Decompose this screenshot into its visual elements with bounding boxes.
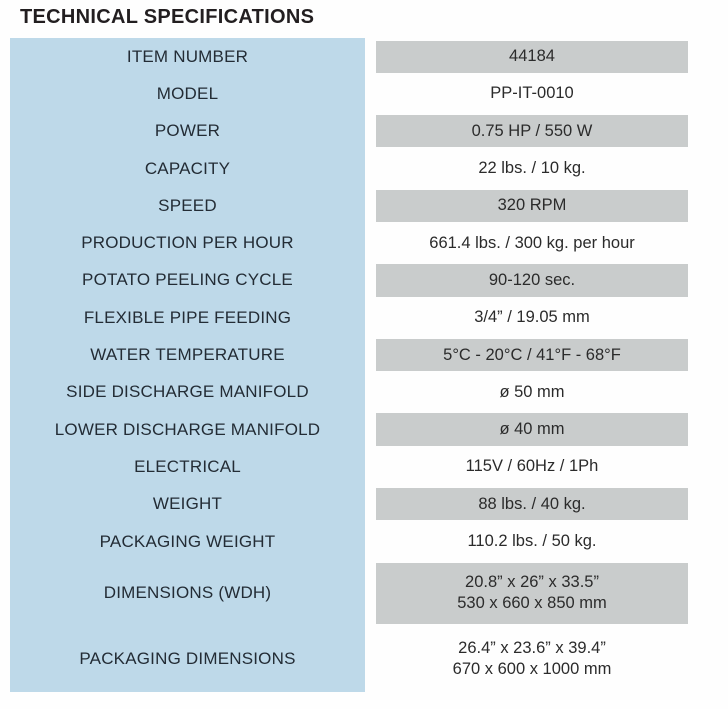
spec-row: SIDE DISCHARGE MANIFOLD ø 50 mm [10,373,688,411]
spec-label: WEIGHT [10,485,365,523]
spec-value: ø 40 mm [376,411,688,448]
spec-row: ITEM NUMBER 44184 [10,38,688,76]
spec-label: WATER TEMPERATURE [10,336,365,374]
spec-value-line: 90-120 sec. [488,270,576,289]
spec-value-text: PP-IT-0010 [376,78,688,110]
spec-label: ELECTRICAL [10,448,365,486]
spec-row: WATER TEMPERATURE 5°C - 20°C / 41°F - 68°… [10,336,688,374]
spec-label: PACKAGING WEIGHT [10,522,365,561]
spec-value-text: 320 RPM [376,189,688,222]
spec-value-text: 115V / 60Hz / 1Ph [376,451,688,483]
spec-value: 110.2 lbs. / 50 kg. [376,523,688,560]
spec-value: 90-120 sec. [376,262,688,299]
spec-value-text: 90-120 sec. [376,264,688,297]
spec-value: 44184 [376,38,688,75]
spec-value-text: 26.4” x 23.6” x 39.4” 670 x 600 x 1000 mm [376,629,688,690]
spec-value-text: 3/4” / 19.05 mm [376,302,688,334]
spec-row: CAPACITY 22 lbs. / 10 kg. [10,149,688,188]
spec-table: ITEM NUMBER 44184 MODEL PP-IT-0010 POWER 0.75… [10,38,688,693]
spec-value-line: 320 RPM [497,196,567,215]
spec-value-text: 22 lbs. / 10 kg. [376,152,688,184]
spec-row: WEIGHT 88 lbs. / 40 kg. [10,485,688,523]
spec-row: PACKAGING WEIGHT 110.2 lbs. / 50 kg. [10,522,688,561]
spec-label: FLEXIBLE PIPE FEEDING [10,299,365,337]
spec-label: CAPACITY [10,149,365,188]
spec-value-line: 5°C - 20°C / 41°F - 68°F [443,345,621,364]
spec-value: 320 RPM [376,187,688,224]
spec-value-line: 670 x 600 x 1000 mm [452,660,612,679]
spec-value-text: 661.4 lbs. / 300 kg. per hour [376,227,688,259]
spec-value-line: ø 40 mm [499,420,565,439]
spec-label: LOWER DISCHARGE MANIFOLD [10,410,365,449]
spec-value: PP-IT-0010 [376,75,688,112]
spec-value-line: 0.75 HP / 550 W [471,121,593,140]
spec-value-line: PP-IT-0010 [490,84,574,103]
spec-value-line: 20.8” x 26” x 33.5” [465,573,599,592]
spec-value-line: 115V / 60Hz / 1Ph [465,457,599,476]
spec-row: PRODUCTION PER HOUR 661.4 lbs. / 300 kg. … [10,224,688,262]
spec-row: DIMENSIONS (WDH) 20.8” x 26” x 33.5” 530 x… [10,560,688,627]
spec-value: 88 lbs. / 40 kg. [376,486,688,523]
spec-row: POWER 0.75 HP / 550 W [10,112,688,150]
spec-value-text: 0.75 HP / 550 W [376,115,688,148]
page-title: TECHNICAL SPECIFICATIONS [20,6,315,28]
spec-label: SIDE DISCHARGE MANIFOLD [10,373,365,411]
spec-value: 5°C - 20°C / 41°F - 68°F [376,336,688,373]
spec-value: ø 50 mm [376,374,688,411]
spec-row: POTATO PEELING CYCLE 90-120 sec. [10,261,688,300]
spec-value-line: 661.4 lbs. / 300 kg. per hour [429,233,635,252]
spec-value-line: 530 x 660 x 850 mm [457,594,607,613]
spec-value: 0.75 HP / 550 W [376,113,688,150]
spec-value-line: 3/4” / 19.05 mm [474,308,590,327]
spec-value-text: ø 50 mm [376,376,688,408]
spec-row: MODEL PP-IT-0010 [10,75,688,113]
spec-label: SPEED [10,187,365,225]
spec-value-line: 88 lbs. / 40 kg. [478,494,586,513]
spec-label: PRODUCTION PER HOUR [10,224,365,262]
spec-value-line: 44184 [509,47,555,66]
spec-value-text: 44184 [376,40,688,73]
spec-row: PACKAGING DIMENSIONS 26.4” x 23.6” x 39.4… [10,626,688,693]
spec-label: PACKAGING DIMENSIONS [10,626,365,693]
spec-value: 22 lbs. / 10 kg. [376,150,688,187]
spec-value: 26.4” x 23.6” x 39.4” 670 x 600 x 1000 mm [376,626,688,692]
spec-row: ELECTRICAL 115V / 60Hz / 1Ph [10,448,688,486]
spec-value-line: ø 50 mm [499,382,565,401]
spec-label: POWER [10,112,365,150]
spec-label: POTATO PEELING CYCLE [10,261,365,300]
spec-row: LOWER DISCHARGE MANIFOLD ø 40 mm [10,410,688,449]
spec-value: 3/4” / 19.05 mm [376,299,688,336]
spec-value-text: 110.2 lbs. / 50 kg. [376,525,688,557]
spec-row: SPEED 320 RPM [10,187,688,225]
spec-value-text: 5°C - 20°C / 41°F - 68°F [376,338,688,372]
spec-row: FLEXIBLE PIPE FEEDING 3/4” / 19.05 mm [10,299,688,337]
spec-value-text: 20.8” x 26” x 33.5” 530 x 660 x 850 mm [376,562,688,624]
spec-label: MODEL [10,75,365,113]
spec-value-line: 110.2 lbs. / 50 kg. [467,532,597,550]
spec-value-text: 88 lbs. / 40 kg. [376,488,688,521]
spec-value-line: 26.4” x 23.6” x 39.4” [458,639,606,658]
spec-value: 20.8” x 26” x 33.5” 530 x 660 x 850 mm [376,560,688,626]
spec-value: 115V / 60Hz / 1Ph [376,448,688,485]
spec-label: ITEM NUMBER [10,38,365,76]
spec-value-line: 22 lbs. / 10 kg. [478,159,586,178]
spec-value-text: ø 40 mm [376,413,688,446]
spec-label: DIMENSIONS (WDH) [10,560,365,627]
spec-value: 661.4 lbs. / 300 kg. per hour [376,224,688,261]
